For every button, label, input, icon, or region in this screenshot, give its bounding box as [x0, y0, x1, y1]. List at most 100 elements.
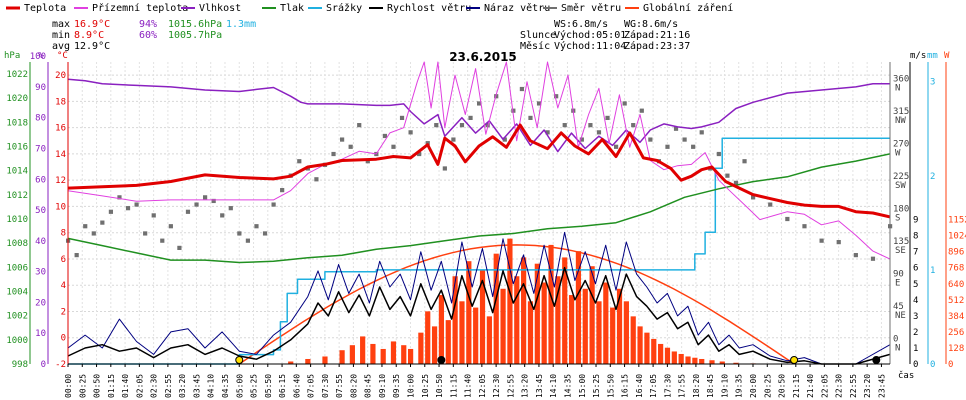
wind-direction-point [459, 123, 465, 128]
wind-direction-point [545, 130, 550, 135]
wind-direction-point [451, 137, 456, 142]
time-tick-label: 09:35 [392, 374, 401, 398]
time-tick-label: 06:40 [292, 374, 301, 398]
tick-label-temp: 12 [55, 176, 66, 186]
tick-label-temp: 8 [61, 229, 66, 239]
time-tick-label: 15:25 [592, 374, 601, 398]
tick-label-hum: 0 [41, 360, 46, 370]
humidity-line [67, 78, 890, 153]
wind-direction-point [733, 180, 739, 185]
unit-press: hPa [4, 51, 20, 61]
radiation-bar [568, 295, 575, 364]
wind-direction-point [554, 94, 559, 99]
radiation-bar [452, 276, 458, 364]
radiation-bar [507, 238, 513, 364]
tick-label-temp: 0 [61, 334, 66, 344]
radiation-bar [664, 347, 671, 364]
time-tick-label: 03:45 [192, 374, 201, 398]
time-tick-label: 15:00 [578, 374, 587, 398]
legend-label-prizemni-teplota: Přízemní teplota [92, 2, 188, 14]
radiation-bar [678, 353, 684, 364]
radiation-bar [322, 356, 328, 364]
time-axis: 00:00 00:25 00:50 01:15 01:40 02:05 02:30 02:55… [64, 364, 886, 398]
radiation-bar [479, 269, 486, 364]
stat-min-press: 1005.7hPa [168, 30, 222, 41]
time-tick-label: 03:20 [178, 374, 187, 398]
time-tick-label: 01:15 [107, 374, 116, 398]
tick-label-rad: 384 [948, 312, 964, 322]
time-tick-label: 07:05 [307, 374, 316, 398]
tick-label-rad: 512 [948, 296, 964, 306]
wind-direction-point [528, 115, 533, 121]
wind-direction-point [725, 173, 730, 178]
radiation-bar [521, 257, 527, 364]
radiation-bar [616, 288, 623, 364]
time-tick-label: 12:55 [506, 374, 515, 398]
tick-label-rain: 2 [930, 172, 935, 182]
stat-max-hum: 94% [139, 19, 157, 30]
stat-wg: WG:8.6m/s [624, 19, 678, 30]
series-layer [66, 61, 893, 365]
stat-max-press: 1015.6hPa [168, 19, 222, 30]
time-tick-label: 10:50 [435, 374, 444, 398]
tick-label-temp: 16 [55, 124, 66, 134]
radiation-bar [562, 257, 568, 364]
wind-direction-point [477, 101, 482, 106]
tick-label-press: 1002 [6, 312, 28, 322]
wind-direction-point [425, 141, 430, 146]
temperature-line [67, 123, 891, 219]
tick-label-press: 1004 [6, 288, 28, 298]
wind-direction-point [365, 159, 370, 164]
wind-direction-point [168, 224, 173, 229]
radiation-bar [431, 326, 438, 364]
time-tick-label: 22:55 [849, 374, 858, 398]
radiation-bar [459, 301, 465, 364]
radiation-bar [534, 263, 540, 364]
stat-sun-set: Západ:21:16 [624, 29, 690, 41]
stat-max-temp: 16.9°C [74, 19, 110, 30]
time-tick-label: 02:55 [164, 374, 173, 398]
stat-max-label: max [52, 19, 70, 30]
wind-direction-point [203, 195, 208, 200]
time-tick-label: 11:15 [449, 374, 458, 398]
time-tick-label: 05:25 [250, 374, 259, 398]
grid-layer [67, 62, 890, 365]
time-tick-label: 23:20 [863, 374, 872, 398]
radiation-bar [637, 326, 643, 364]
radiation-bar [603, 282, 609, 364]
tick-label-hum: 60 [35, 175, 46, 185]
radiation-bar [390, 341, 397, 364]
time-tick-label: 05:00 [235, 374, 244, 398]
stat-min-hum: 60% [139, 30, 157, 41]
radiation-bar [548, 244, 554, 364]
wind-direction-point [639, 108, 644, 113]
wind-direction-point [511, 108, 516, 113]
radiation-bar [733, 362, 739, 364]
stat-ws: WS:6.8m/s [554, 19, 608, 30]
unit-temp: °C [57, 51, 68, 61]
wind-direction-point [434, 123, 439, 128]
stat-avg-temp: 12.9°C [74, 41, 110, 52]
radiation-bar [349, 345, 355, 364]
unit-hum: % [38, 51, 44, 61]
tick-label-hum: 50 [35, 206, 46, 216]
tick-label-dir: 135 [893, 237, 909, 247]
radiation-bar [370, 343, 376, 364]
time-tick-label: 18:45 [706, 374, 715, 398]
wind-direction-point [382, 133, 388, 139]
legend-label-tlak: Tlak [280, 3, 304, 14]
tick-label-press: 1014 [6, 167, 28, 177]
time-tick-label: 22:05 [820, 374, 829, 398]
wind-direction-point [314, 177, 319, 182]
wind-direction-point [271, 202, 276, 207]
radiation-bar [596, 301, 602, 364]
time-tick-label: 02:30 [150, 374, 159, 398]
wind-direction-point [399, 115, 405, 121]
tick-label-wind: 1 [913, 344, 918, 354]
wind-direction-point [125, 206, 131, 211]
radiation-bar [658, 343, 664, 364]
tick-label-dir: 270 [893, 140, 909, 150]
tick-label-press: 1022 [6, 70, 28, 80]
radiation-bar [360, 336, 366, 364]
